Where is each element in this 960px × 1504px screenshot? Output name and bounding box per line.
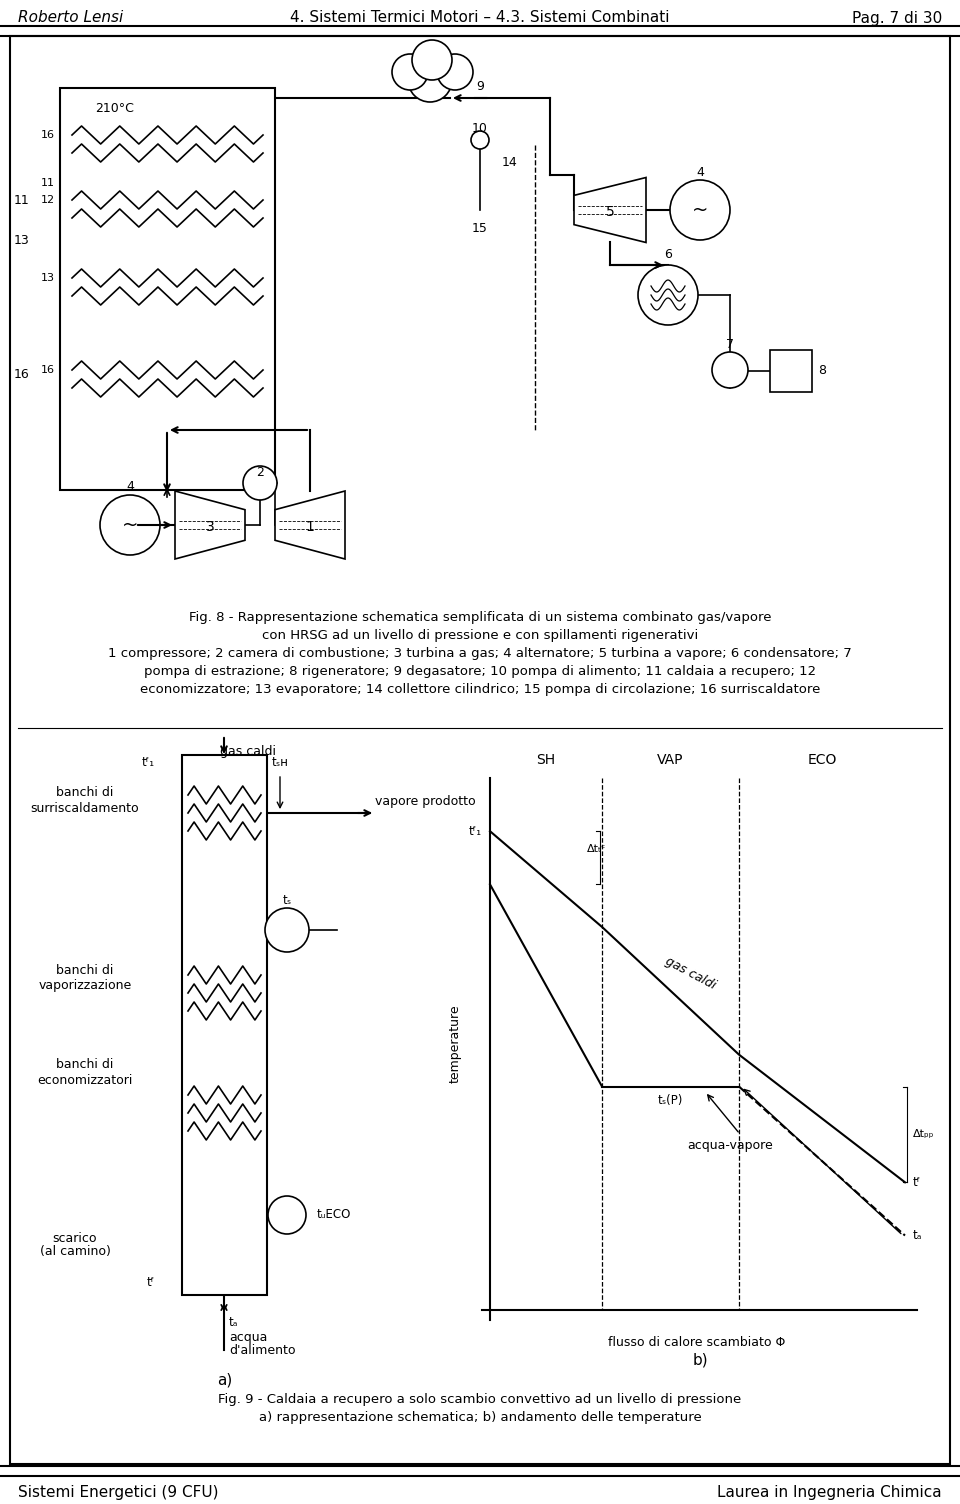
Text: 9: 9 <box>476 80 484 93</box>
Circle shape <box>243 466 277 499</box>
Text: Sistemi Energetici (9 CFU): Sistemi Energetici (9 CFU) <box>18 1484 219 1499</box>
Text: 7: 7 <box>726 337 734 350</box>
Text: temperature: temperature <box>448 1005 462 1083</box>
Text: banchi di: banchi di <box>57 964 113 976</box>
Text: pompa di estrazione; 8 rigeneratore; 9 degasatore; 10 pompa di alimento; 11 cald: pompa di estrazione; 8 rigeneratore; 9 d… <box>144 665 816 678</box>
Text: tₛ: tₛ <box>282 893 292 907</box>
Text: tᶠ₁: tᶠ₁ <box>142 755 155 769</box>
Text: Fig. 9 - Caldaia a recupero a solo scambio convettivo ad un livello di pressione: Fig. 9 - Caldaia a recupero a solo scamb… <box>218 1394 742 1406</box>
Text: tₐ: tₐ <box>913 1229 923 1242</box>
Text: ~: ~ <box>692 200 708 220</box>
Text: 2: 2 <box>256 466 264 478</box>
Text: tᵤECO: tᵤECO <box>317 1209 351 1221</box>
Text: flusso di calore scambiato Φ: flusso di calore scambiato Φ <box>609 1336 785 1349</box>
Polygon shape <box>574 177 646 242</box>
Text: 5: 5 <box>606 205 614 220</box>
Circle shape <box>412 41 452 80</box>
Text: 12: 12 <box>41 196 55 205</box>
Text: Δtₜᶜ: Δtₜᶜ <box>588 844 607 854</box>
Text: 14: 14 <box>502 155 517 168</box>
Text: tᶠ₁: tᶠ₁ <box>468 824 482 838</box>
Text: Fig. 8 - Rappresentazione schematica semplificata di un sistema combinato gas/va: Fig. 8 - Rappresentazione schematica sem… <box>189 612 771 624</box>
Text: 13: 13 <box>14 233 30 247</box>
Text: gas caldi: gas caldi <box>220 744 276 758</box>
Text: economizzatori: economizzatori <box>37 1074 132 1086</box>
Text: 10: 10 <box>472 122 488 134</box>
Circle shape <box>100 495 160 555</box>
Text: VAP: VAP <box>658 754 684 767</box>
Text: Roberto Lensi: Roberto Lensi <box>18 11 123 26</box>
Text: ECO: ECO <box>807 754 837 767</box>
Text: 4: 4 <box>696 165 704 179</box>
Text: vapore prodotto: vapore prodotto <box>375 796 475 809</box>
Text: ~: ~ <box>122 516 138 534</box>
Text: a): a) <box>217 1373 232 1388</box>
Text: 8: 8 <box>818 364 826 378</box>
Text: surriscaldamento: surriscaldamento <box>31 802 139 815</box>
Text: Pag. 7 di 30: Pag. 7 di 30 <box>852 11 942 26</box>
Text: tₐ: tₐ <box>229 1316 238 1330</box>
Circle shape <box>268 1196 306 1233</box>
Text: Δtₚₚ: Δtₚₚ <box>913 1130 934 1140</box>
Text: SH: SH <box>537 754 556 767</box>
Text: vaporizzazione: vaporizzazione <box>38 979 132 991</box>
Text: (al camino): (al camino) <box>39 1245 110 1259</box>
Text: economizzatore; 13 evaporatore; 14 collettore cilindrico; 15 pompa di circolazio: economizzatore; 13 evaporatore; 14 colle… <box>140 683 820 696</box>
Text: gas caldi: gas caldi <box>663 954 718 991</box>
Text: 13: 13 <box>41 274 55 283</box>
Text: acqua-vapore: acqua-vapore <box>687 1139 773 1152</box>
Text: 6: 6 <box>664 248 672 262</box>
Text: tᶠ: tᶠ <box>147 1277 155 1289</box>
Text: 210°C: 210°C <box>95 101 133 114</box>
Text: 16: 16 <box>41 365 55 374</box>
Circle shape <box>392 54 428 90</box>
Text: 4: 4 <box>126 480 134 493</box>
Text: 1 compressore; 2 camera di combustione; 3 turbina a gas; 4 alternatore; 5 turbin: 1 compressore; 2 camera di combustione; … <box>108 648 852 660</box>
Circle shape <box>712 352 748 388</box>
Text: 16: 16 <box>41 129 55 140</box>
Text: 16: 16 <box>14 368 30 382</box>
Circle shape <box>471 131 489 149</box>
Circle shape <box>408 59 452 102</box>
Text: Laurea in Ingegneria Chimica: Laurea in Ingegneria Chimica <box>717 1484 942 1499</box>
Circle shape <box>265 908 309 952</box>
Text: 3: 3 <box>205 520 214 534</box>
Text: 11: 11 <box>14 194 30 206</box>
Text: 1: 1 <box>305 520 315 534</box>
Text: banchi di: banchi di <box>57 787 113 800</box>
Polygon shape <box>175 490 245 559</box>
Text: b): b) <box>692 1352 708 1367</box>
Text: 15: 15 <box>472 221 488 235</box>
Text: tᶠ: tᶠ <box>913 1176 922 1188</box>
Text: a) rappresentazione schematica; b) andamento delle temperature: a) rappresentazione schematica; b) andam… <box>258 1411 702 1424</box>
Polygon shape <box>275 490 345 559</box>
Circle shape <box>670 180 730 241</box>
Text: tₛʜ: tₛʜ <box>272 755 288 769</box>
Text: banchi di: banchi di <box>57 1059 113 1071</box>
Circle shape <box>638 265 698 325</box>
Text: con HRSG ad un livello di pressione e con spillamenti rigenerativi: con HRSG ad un livello di pressione e co… <box>262 630 698 642</box>
Text: tₛ(P): tₛ(P) <box>658 1093 684 1107</box>
Text: scarico: scarico <box>53 1232 97 1244</box>
Bar <box>60 89 275 490</box>
Text: 11: 11 <box>41 177 55 188</box>
Bar <box>182 755 267 1295</box>
Bar <box>770 350 812 393</box>
Circle shape <box>437 54 473 90</box>
Text: acqua: acqua <box>229 1331 268 1343</box>
Text: d'alimento: d'alimento <box>229 1345 296 1358</box>
Text: 4. Sistemi Termici Motori – 4.3. Sistemi Combinati: 4. Sistemi Termici Motori – 4.3. Sistemi… <box>290 11 670 26</box>
